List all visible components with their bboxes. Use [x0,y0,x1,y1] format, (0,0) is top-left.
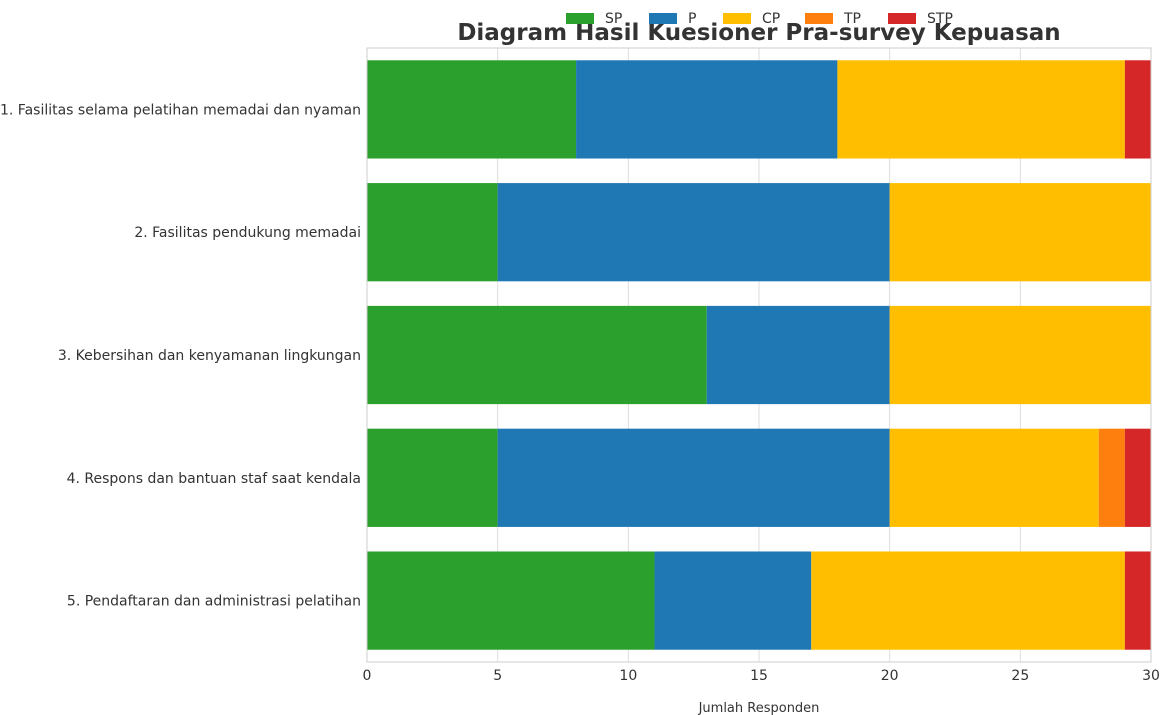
x-tick-label: 5 [493,668,502,684]
legend: SP P CP TP STP [566,11,953,27]
bar-cp [837,60,1125,159]
bar-sp [367,428,498,527]
bar-p [497,183,890,282]
bar-cp [889,305,1151,405]
bar-sp [367,305,707,405]
bar-stp [1124,428,1151,527]
category-labels: 1. Fasilitas selama pelatihan memadai da… [0,102,361,609]
legend-label-tp: TP [843,11,861,27]
legend-swatch-sp [566,13,594,24]
plot-frame [366,47,1152,663]
bar-p [576,60,838,159]
bar-stp [1124,60,1151,159]
x-tick-label: 15 [750,668,768,684]
x-tick-label: 20 [881,668,899,684]
legend-label-p: P [688,11,696,27]
bar-p [497,428,890,527]
legend-label-cp: CP [762,11,780,27]
legend-swatch-p [649,13,677,24]
x-tick-label: 30 [1142,668,1160,684]
legend-swatch-cp [723,13,751,24]
bar-stp [1124,551,1151,650]
legend-label-sp: SP [605,11,622,27]
bar-tp [1098,428,1125,527]
x-tick-label: 25 [1011,668,1029,684]
legend-swatch-stp [888,13,916,24]
bar-p [654,551,812,650]
legend-swatch-tp [805,13,833,24]
category-label: 4. Respons dan bantuan staf saat kendala [67,471,361,487]
x-axis-label: Jumlah Responden [698,701,820,715]
legend-label-stp: STP [927,11,953,27]
bar-cp [811,551,1125,650]
bar-cp [889,428,1099,527]
category-label: 1. Fasilitas selama pelatihan memadai da… [0,102,361,118]
bar-sp [367,60,577,159]
category-label: 3. Kebersihan dan kenyamanan lingkungan [58,348,361,364]
bars [367,60,1151,650]
chart-title: Diagram Hasil Kuesioner Pra-survey Kepua… [457,20,1060,46]
x-tick-label: 0 [363,668,372,684]
bar-p [706,305,890,405]
category-label: 5. Pendaftaran dan administrasi pelatiha… [67,594,361,610]
bar-cp [889,183,1151,282]
bar-sp [367,183,498,282]
category-label: 2. Fasilitas pendukung memadai [134,225,361,241]
bar-sp [367,551,655,650]
x-tick-label: 10 [619,668,637,684]
x-tick-labels: 0 5 10 15 20 25 30 [363,668,1160,684]
